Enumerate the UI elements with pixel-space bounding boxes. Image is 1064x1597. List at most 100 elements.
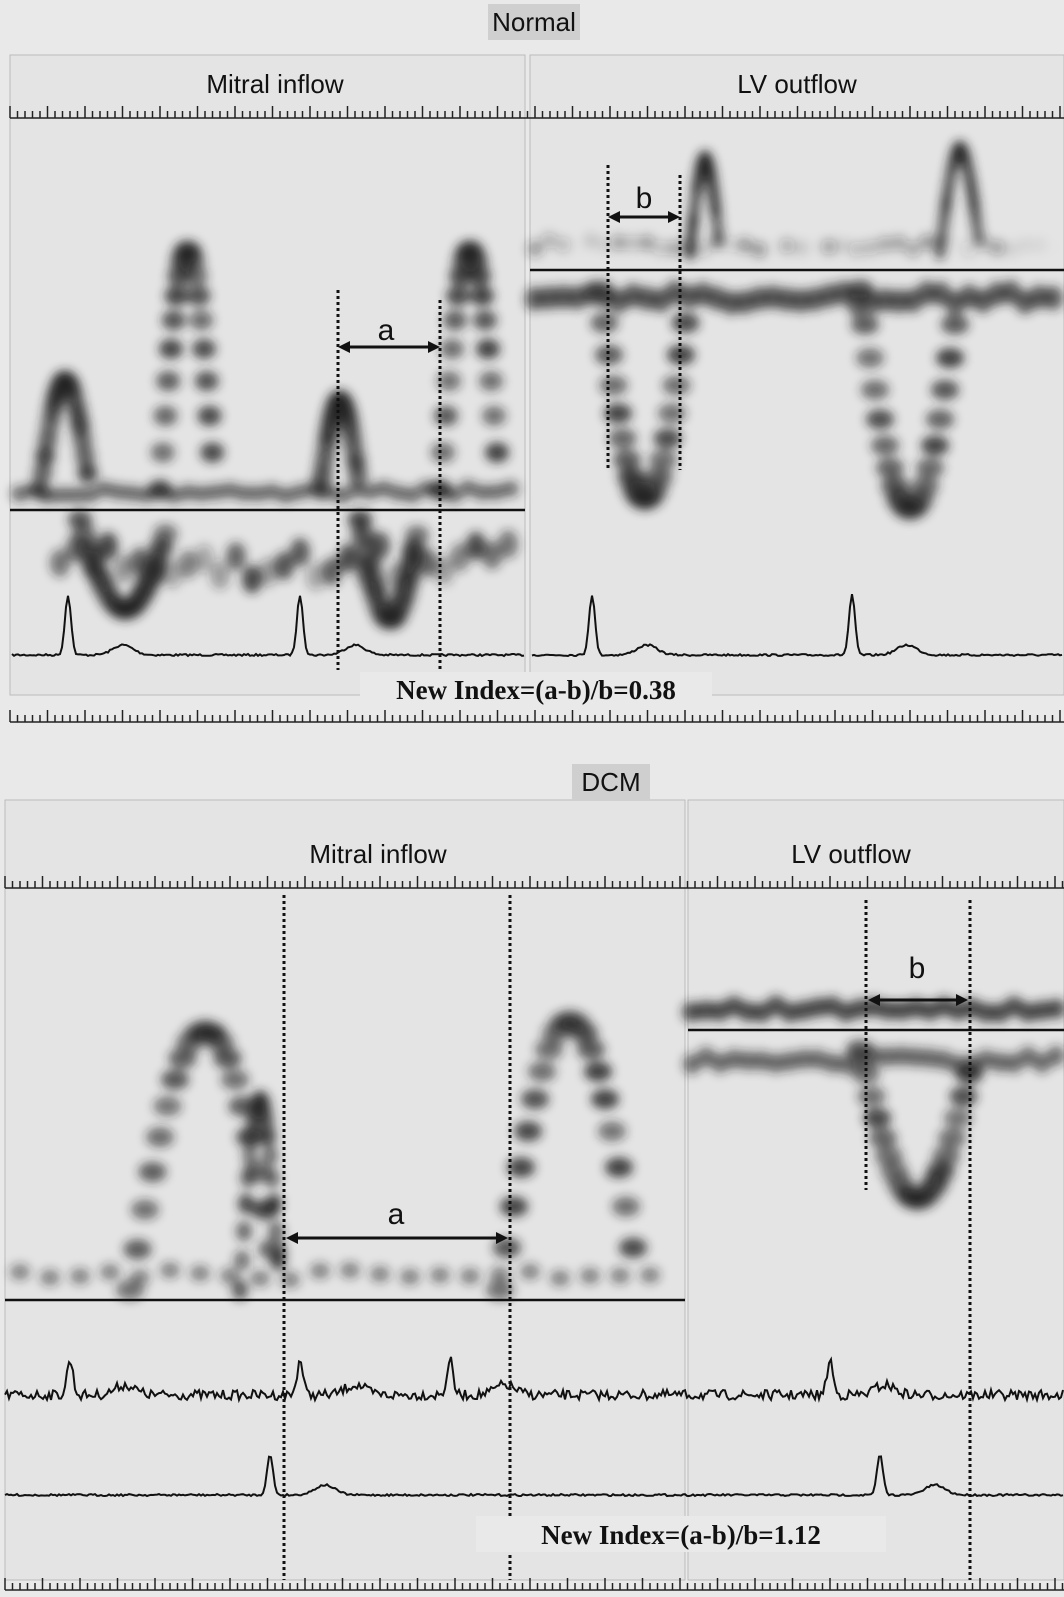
doppler-blob [221, 482, 239, 499]
doppler-blob [168, 1048, 197, 1069]
doppler-blob [137, 486, 155, 503]
doppler-blob [268, 1221, 284, 1242]
panel-title: Normal [492, 7, 576, 37]
doppler-blob [527, 240, 543, 257]
doppler-blob [150, 442, 175, 463]
doppler-blob [189, 310, 214, 331]
label-bg [360, 672, 712, 706]
doppler-blob [653, 428, 682, 449]
doppler-blob [807, 239, 823, 255]
doppler-blob [109, 483, 127, 500]
doppler-blob [667, 344, 695, 365]
doppler-blob [443, 310, 467, 331]
doppler-blob [926, 1161, 955, 1182]
doppler-blob [610, 1267, 630, 1284]
doppler-blob [431, 442, 455, 463]
doppler-blob [1005, 1053, 1023, 1074]
doppler-blob [550, 1270, 570, 1287]
doppler-blob [70, 1268, 90, 1285]
doppler-blob [907, 1047, 925, 1068]
right-label: LV outflow [791, 839, 911, 869]
doppler-blob [10, 1264, 30, 1281]
interval-label: b [636, 182, 653, 215]
doppler-blob [591, 1089, 619, 1110]
doppler-blob [723, 236, 739, 253]
doppler-blob [793, 240, 809, 257]
doppler-blob [402, 540, 426, 561]
doppler-blob [162, 559, 182, 588]
doppler-blob [712, 225, 725, 246]
doppler-blob [467, 266, 491, 287]
doppler-blob [874, 1146, 903, 1167]
doppler-blob [485, 442, 509, 463]
panel-frame [4, 799, 686, 1581]
doppler-signal [10, 140, 1064, 1300]
doppler-blob [671, 312, 700, 333]
doppler-blob [213, 1048, 242, 1069]
interval-label: b [909, 952, 926, 985]
doppler-blob [161, 1069, 189, 1090]
doppler-blob [595, 344, 623, 365]
doppler-blob [869, 1128, 897, 1149]
doppler-blob [1047, 1045, 1064, 1066]
doppler-blob [274, 551, 294, 580]
doppler-blob [795, 1049, 813, 1070]
doppler-blob [70, 415, 90, 436]
ecg-trace [4, 1356, 1064, 1404]
doppler-blob [1031, 237, 1047, 254]
doppler-blob [482, 541, 502, 570]
doppler-blob [249, 485, 267, 502]
doppler-blob [779, 237, 795, 254]
doppler-blob [938, 1128, 966, 1149]
doppler-blob [207, 484, 225, 501]
doppler-blob [32, 462, 53, 483]
doppler-blob [619, 1237, 647, 1258]
doppler-blob [264, 1168, 280, 1189]
doppler-blob [434, 405, 458, 426]
doppler-blob [970, 209, 982, 230]
doppler-blob [234, 1250, 250, 1271]
index-text: New Index=(a-b)/b=0.38 [396, 675, 676, 705]
doppler-blob [936, 224, 948, 245]
doppler-blob [347, 481, 365, 498]
doppler-blob [262, 1145, 278, 1166]
doppler-blob [514, 1121, 542, 1142]
doppler-blob [123, 485, 141, 502]
doppler-blob [753, 1050, 771, 1071]
doppler-blob [236, 1221, 252, 1242]
doppler-blob [861, 379, 889, 400]
doppler-blob [470, 285, 494, 306]
doppler-blob [697, 1047, 715, 1068]
doppler-blob [683, 1054, 701, 1075]
doppler-blob [450, 543, 470, 572]
doppler-blob [500, 1196, 528, 1217]
doppler-blob [40, 1269, 60, 1286]
doppler-blob [291, 484, 309, 501]
doppler-blob [851, 1063, 880, 1084]
doppler-blob [130, 1269, 150, 1286]
doppler-blob [277, 487, 295, 504]
doppler-blob [989, 239, 1005, 256]
doppler-blob [123, 1239, 152, 1260]
doppler-blob [242, 565, 262, 594]
label-bg [476, 1516, 886, 1552]
doppler-blob [235, 485, 253, 502]
doppler-blob [821, 238, 837, 255]
doppler-blob [310, 1262, 330, 1279]
doppler-blob [151, 482, 169, 499]
doppler-blob [486, 1280, 514, 1300]
doppler-blob [835, 237, 851, 254]
doppler-blob [590, 312, 619, 333]
doppler-blob [961, 241, 977, 258]
doppler-blob [977, 1049, 995, 1070]
doppler-blob [445, 486, 463, 503]
doppler-blob [553, 284, 573, 309]
doppler-blob [400, 1268, 420, 1285]
doppler-blob [931, 379, 959, 400]
doppler-blob [866, 409, 894, 430]
doppler-blob [238, 1193, 254, 1214]
doppler-blob [153, 405, 178, 426]
doppler-blob [405, 525, 429, 546]
doppler-blob [520, 1263, 540, 1280]
